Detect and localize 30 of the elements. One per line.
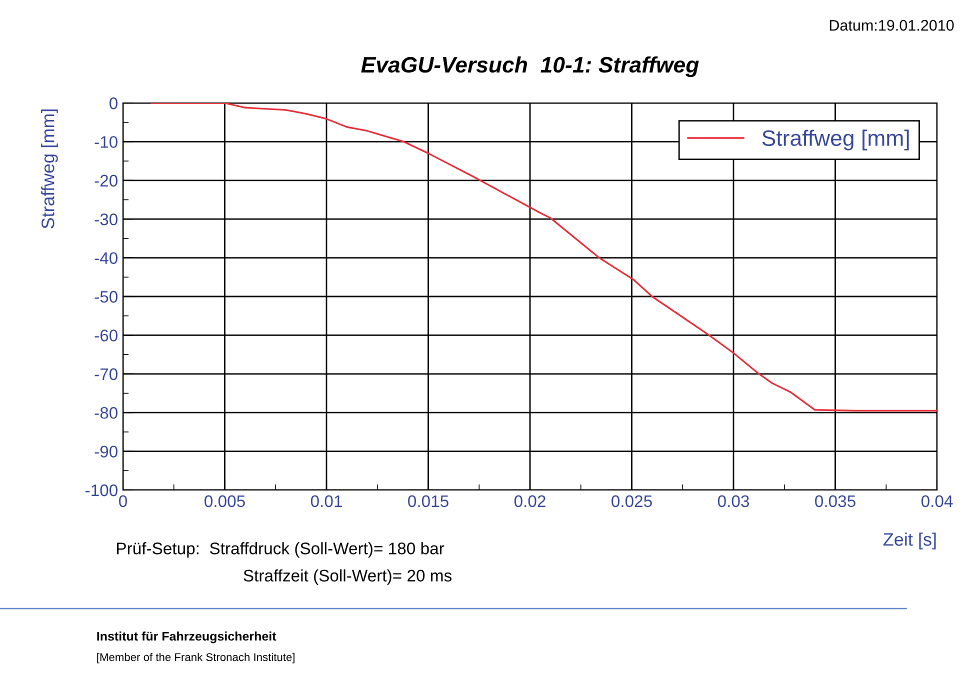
y-axis-title: Straffweg [mm] xyxy=(41,110,58,229)
line-series xyxy=(150,103,937,412)
x-tick-label: 0 xyxy=(119,495,127,508)
y-tick-label: -80 xyxy=(94,407,118,419)
y-tick-label: 0 xyxy=(110,97,118,110)
x-tick-label: 0.01 xyxy=(310,495,342,508)
text: Institut für Fahrzeugsicherheit xyxy=(97,632,276,644)
x-tick-label: 0.025 xyxy=(612,495,652,508)
x-axis-title: Zeit [s] xyxy=(883,532,936,550)
legend-label: Straffweg [mm] xyxy=(762,130,909,150)
text: [Member of the Frank Stronach Institute] xyxy=(97,652,294,664)
x-tick-label: 0.03 xyxy=(718,495,749,508)
y-tick-label: -40 xyxy=(94,252,118,264)
text: Straffzeit (Soll-Wert)= 20 ms xyxy=(244,569,452,585)
x-tick-label: 0.02 xyxy=(514,495,546,508)
x-tick-label: 0.04 xyxy=(921,495,953,508)
y-tick-label: -50 xyxy=(94,290,118,303)
x-tick-label: 0.035 xyxy=(815,495,856,508)
y-tick-label: -60 xyxy=(94,330,118,342)
y-tick-label: -20 xyxy=(94,174,118,187)
text: Datum:19.01.2010 xyxy=(830,20,954,31)
text: Prüf-Setup: Straffdruck (Soll-Wert)= 180 bar xyxy=(117,542,444,558)
y-tick-label: -90 xyxy=(94,446,118,458)
chart-title: EvaGU-Versuch 10-1: Straffweg xyxy=(361,56,699,78)
y-tick-label: -70 xyxy=(94,368,118,380)
x-tick-label: 0.005 xyxy=(204,495,245,508)
y-tick-label: -30 xyxy=(94,214,118,226)
y-tick-label: -100 xyxy=(86,484,118,496)
y-tick-label: -10 xyxy=(94,136,118,148)
x-tick-label: 0.015 xyxy=(408,495,448,508)
